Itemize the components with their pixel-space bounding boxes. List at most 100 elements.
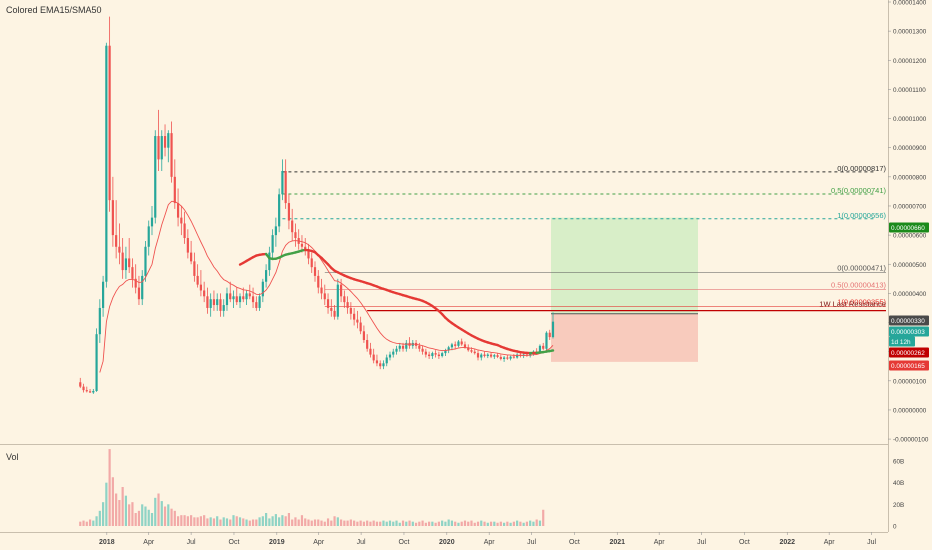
y-tick-label: 0.00000600 [893, 233, 927, 240]
volume-bar [105, 482, 108, 526]
volume-bar [431, 521, 434, 526]
volume-bar [529, 520, 532, 526]
candle-down [287, 203, 291, 221]
candle-down [235, 296, 238, 303]
volume-bar [183, 515, 186, 526]
volume-tick-label: 0 [893, 524, 897, 531]
volume-bar [499, 521, 502, 526]
volume-bar [271, 516, 274, 526]
candle-down [333, 310, 336, 317]
volume-bar [418, 521, 421, 526]
candle-down [242, 296, 245, 300]
volume-bar [398, 522, 401, 526]
x-tick-label: Oct [229, 539, 240, 546]
candle-down [121, 252, 124, 271]
x-tick-label: Jul [187, 539, 196, 546]
volume-bar [349, 519, 352, 526]
fib-lower-label: 1(0.00000355) [837, 298, 886, 307]
candle-up [447, 347, 450, 351]
volume-bar [258, 517, 261, 526]
volume-bar [323, 521, 326, 526]
volume-bar [437, 521, 440, 526]
volume-bar [209, 517, 212, 526]
volume-bar [330, 520, 333, 526]
candle-up [278, 194, 281, 227]
candle-down [255, 302, 258, 308]
volume-bar [502, 522, 506, 526]
volume-bar [392, 521, 395, 526]
volume-bar [411, 521, 414, 526]
x-tick-label: Apr [484, 539, 496, 546]
volume-bar [519, 521, 522, 526]
volume-bar [265, 513, 268, 526]
candle-down [421, 348, 424, 352]
volume-bar [261, 516, 264, 526]
price-tag-label: 0.00000262 [891, 350, 925, 357]
candle-down [307, 249, 310, 259]
volume-legend[interactable]: Vol [6, 452, 19, 462]
fibonacci-levels: 0(0.00000817) 0.5(0.00000741) 1(0.00000656… [282, 164, 887, 312]
x-tick-label: Apr [313, 539, 325, 546]
volume-bar [542, 509, 545, 526]
candle-up [450, 344, 454, 348]
volume-bar [245, 519, 248, 526]
volume-bar [450, 520, 454, 526]
volume-bar [157, 493, 160, 526]
volume-bar [238, 517, 242, 526]
candle-down [362, 331, 366, 341]
candle-down [476, 353, 480, 358]
candle-down [512, 356, 515, 358]
volume-bar [379, 521, 382, 526]
volume-bar [193, 517, 196, 526]
candle-up [395, 348, 398, 352]
indicator-legend[interactable]: Colored EMA15/SMA50 [6, 5, 102, 15]
candle-up [398, 345, 401, 349]
volume-bar [408, 520, 411, 526]
volume-bar [170, 508, 173, 526]
volume-tick-label: 20B [893, 502, 904, 509]
candle-down [219, 299, 222, 311]
fib-lower-label: 0(0.00000471) [837, 264, 886, 273]
candle-down [418, 345, 421, 349]
volume-bar [297, 519, 300, 526]
candle-up [261, 281, 264, 297]
candle-up [551, 321, 555, 338]
candle-down [284, 171, 287, 204]
price-tag-label: 0.00000330 [891, 318, 925, 325]
x-tick-label: Apr [654, 539, 666, 546]
volume-bar [101, 502, 105, 526]
volume-bar [313, 519, 317, 526]
volume-bar [372, 520, 375, 526]
volume-bar [414, 522, 418, 526]
candle-up [457, 341, 460, 346]
volume-bar [206, 518, 209, 526]
price-tag-label: 0.00000303 [891, 329, 925, 336]
candle-down [291, 220, 294, 233]
candle-down [137, 287, 141, 300]
volume-bar [242, 518, 245, 526]
candle-up [95, 334, 98, 392]
candle-up [444, 350, 447, 354]
volume-bar [486, 522, 489, 526]
volume-bar [353, 520, 356, 526]
candle-down [401, 345, 405, 349]
volume-bar [180, 515, 183, 526]
candle-down [470, 350, 473, 352]
price-tag [889, 315, 929, 326]
candle-up [382, 363, 385, 367]
volume-bar [532, 521, 535, 526]
volume-bar [196, 517, 199, 526]
volume-bar [346, 520, 349, 526]
y-tick-label: 0.00001100 [893, 87, 926, 94]
y-tick-label: 0.00000400 [893, 291, 927, 298]
candle-up [147, 226, 150, 247]
volume-bar [150, 513, 154, 526]
stop-zone [550, 313, 698, 362]
y-tick-label: -0.00000100 [893, 437, 929, 444]
candle-up [405, 342, 408, 349]
target-zone [550, 217, 698, 314]
candle-up [392, 351, 395, 355]
candle-up [98, 307, 101, 335]
x-tick-label: 2022 [779, 539, 795, 546]
